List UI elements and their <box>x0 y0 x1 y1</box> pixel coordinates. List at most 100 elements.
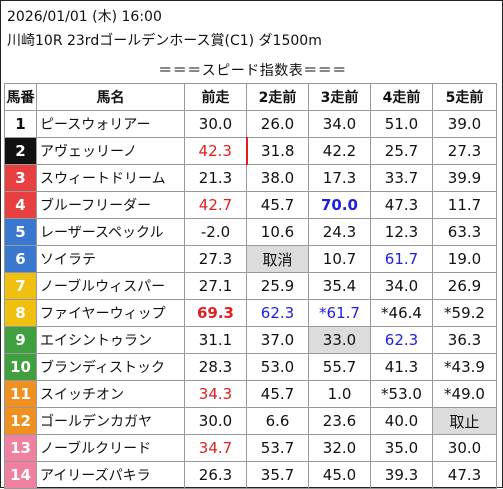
horse-name: レーザースペックル <box>36 218 185 246</box>
speed-index-cell: 25.9 <box>246 272 309 300</box>
table-row: 4 ブルーフリーダー 42.7 45.7 70.0 47.3 11.7 <box>4 191 497 219</box>
speed-index-cell: 36.3 <box>432 326 497 354</box>
horse-number: 8 <box>4 299 37 327</box>
speed-index-cell: 27.3 <box>432 137 497 165</box>
horse-number: 13 <box>4 434 37 462</box>
horse-name: ゴールデンカガヤ <box>36 407 185 435</box>
speed-index-cell: 12.3 <box>370 218 433 246</box>
horse-number: 4 <box>4 191 37 219</box>
speed-index-cell: 21.3 <box>184 164 247 192</box>
horse-number: 14 <box>4 461 37 489</box>
speed-index-cell: 51.0 <box>370 110 433 138</box>
speed-index-table: 馬番 馬名 前走 2走前 3走前 4走前 5走前 1 ピースウォリアー 30.0 26… <box>4 83 497 489</box>
speed-index-cell: 42.3 <box>184 137 248 165</box>
speed-index-cell: 19.0 <box>432 245 497 273</box>
horse-name: ノーブルクリード <box>36 434 185 462</box>
table-title: ＝＝＝スピード指数表＝＝＝ <box>158 63 347 79</box>
speed-index-cell: 34.0 <box>370 272 433 300</box>
horse-number: 2 <box>4 137 37 165</box>
speed-index-cell: 27.1 <box>184 272 247 300</box>
speed-index-cell: 24.3 <box>308 218 371 246</box>
speed-index-cell: 45.7 <box>246 191 309 219</box>
horse-name: ノーブルウィスパー <box>36 272 185 300</box>
table-row: 13 ノーブルクリード 34.7 53.7 32.0 35.0 30.0 <box>4 434 497 462</box>
horse-number: 3 <box>4 164 37 192</box>
speed-index-cell: 53.0 <box>246 353 309 381</box>
speed-index-cell: 26.3 <box>184 461 247 489</box>
speed-index-cell: 42.7 <box>184 191 247 219</box>
table-row: 8 ファイヤーウィップ 69.3 62.3 *61.7 *46.4 *59.2 <box>4 299 497 327</box>
speed-index-cell: -2.0 <box>184 218 247 246</box>
speed-index-cell: *46.4 <box>370 299 433 327</box>
speed-index-cell: 34.3 <box>184 380 247 408</box>
col-header-4-races-ago: 4走前 <box>370 83 433 111</box>
speed-index-cell: *61.7 <box>308 299 371 327</box>
speed-index-cell: 62.3 <box>370 326 433 354</box>
horse-number: 1 <box>4 110 37 138</box>
table-row: 9 エイシントゥラン 31.1 37.0 33.0 62.3 36.3 <box>4 326 497 354</box>
table-row: 2 アヴェッリーノ 42.3 31.8 42.2 25.7 27.3 <box>4 137 497 165</box>
speed-index-cell: 63.3 <box>432 218 497 246</box>
speed-index-cell: 70.0 <box>308 191 371 219</box>
table-row: 14 アイリーズパキラ 26.3 35.7 45.0 39.3 47.3 <box>4 461 497 489</box>
horse-name: ファイヤーウィップ <box>36 299 185 327</box>
table-row: 7 ノーブルウィスパー 27.1 25.9 35.4 34.0 26.9 <box>4 272 497 300</box>
speed-index-cell: 33.0 <box>308 326 371 354</box>
speed-index-cell: *49.0 <box>432 380 497 408</box>
speed-index-cell: 35.7 <box>246 461 309 489</box>
speed-index-cell: *43.9 <box>432 353 497 381</box>
speed-index-cell: 30.0 <box>184 110 247 138</box>
speed-index-cell: 55.7 <box>308 353 371 381</box>
speed-index-cell: 23.6 <box>308 407 371 435</box>
speed-index-cell: 25.7 <box>370 137 433 165</box>
speed-index-cell: 30.0 <box>432 434 497 462</box>
speed-index-cell: *59.2 <box>432 299 497 327</box>
speed-index-cell: 17.3 <box>308 164 371 192</box>
table-row: 5 レーザースペックル -2.0 10.6 24.3 12.3 63.3 <box>4 218 497 246</box>
table-row: 12 ゴールデンカガヤ 30.0 6.6 23.6 40.0 取止 <box>4 407 497 435</box>
header-row: 馬番 馬名 前走 2走前 3走前 4走前 5走前 <box>4 83 497 111</box>
speed-index-cell: 27.3 <box>184 245 247 273</box>
speed-index-cell: 41.3 <box>370 353 433 381</box>
speed-index-cell: 10.6 <box>246 218 309 246</box>
speed-index-cell: 69.3 <box>184 299 247 327</box>
speed-index-cell: 53.7 <box>246 434 309 462</box>
col-header-number: 馬番 <box>4 83 37 111</box>
horse-number: 11 <box>4 380 37 408</box>
speed-index-cell: 61.7 <box>370 245 433 273</box>
horse-number: 7 <box>4 272 37 300</box>
speed-index-cell: 取止 <box>432 407 497 435</box>
speed-index-cell: 38.0 <box>246 164 309 192</box>
speed-index-cell: 28.3 <box>184 353 247 381</box>
table-row: 6 ソイラテ 27.3 取消 10.7 61.7 19.0 <box>4 245 497 273</box>
speed-index-cell: 47.3 <box>370 191 433 219</box>
speed-index-cell: 34.7 <box>184 434 247 462</box>
speed-index-cell: 37.0 <box>246 326 309 354</box>
horse-number: 10 <box>4 353 37 381</box>
horse-name: ソイラテ <box>36 245 185 273</box>
speed-index-cell: 32.0 <box>308 434 371 462</box>
speed-index-cell: 39.3 <box>370 461 433 489</box>
horse-number: 6 <box>4 245 37 273</box>
table-row: 10 ブランディストック 28.3 53.0 55.7 41.3 *43.9 <box>4 353 497 381</box>
horse-name: ブルーフリーダー <box>36 191 185 219</box>
horse-name: エイシントゥラン <box>36 326 185 354</box>
speed-index-cell: 26.0 <box>246 110 309 138</box>
table-row: 3 スウィートドリーム 21.3 38.0 17.3 33.7 39.9 <box>4 164 497 192</box>
speed-index-cell: 47.3 <box>432 461 497 489</box>
speed-index-cell: 1.0 <box>308 380 371 408</box>
speed-index-cell: 11.7 <box>432 191 497 219</box>
horse-name: アイリーズパキラ <box>36 461 185 489</box>
speed-index-cell: 35.0 <box>370 434 433 462</box>
table-row: 11 スイッチオン 34.3 45.7 1.0 *53.0 *49.0 <box>4 380 497 408</box>
speed-index-cell: 31.1 <box>184 326 247 354</box>
horse-name: スウィートドリーム <box>36 164 185 192</box>
horse-name: ブランディストック <box>36 353 185 381</box>
speed-index-cell: 40.0 <box>370 407 433 435</box>
speed-index-cell: 30.0 <box>184 407 247 435</box>
col-header-2-races-ago: 2走前 <box>246 83 309 111</box>
speed-index-cell: 6.6 <box>246 407 309 435</box>
race-info: 川崎10R 23rdゴールデンホース賞(C1) ダ1500m <box>7 33 322 49</box>
race-datetime: 2026/01/01 (木) 16:00 <box>7 9 162 25</box>
